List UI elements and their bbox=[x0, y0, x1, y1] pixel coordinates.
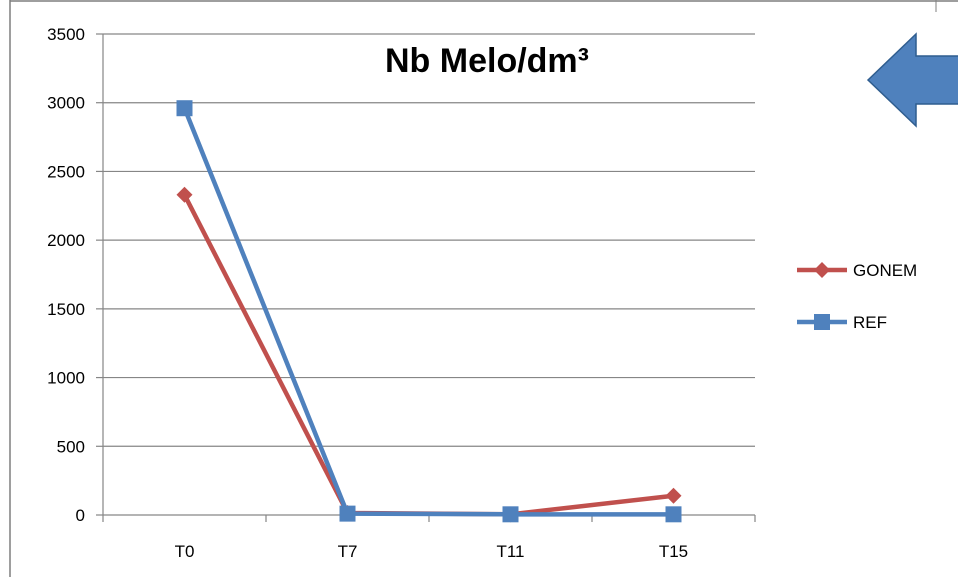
x-tick-label: T11 bbox=[496, 542, 524, 561]
data-point-ref bbox=[339, 505, 356, 522]
left-arrow-icon bbox=[866, 32, 958, 128]
gridlines bbox=[103, 33, 755, 447]
data-point-gonem bbox=[176, 186, 193, 203]
y-tick-label: 500 bbox=[57, 437, 85, 456]
y-tick-label: 2500 bbox=[47, 162, 85, 181]
data-point-ref bbox=[665, 506, 682, 523]
series-line-gonem bbox=[182, 192, 676, 517]
data-point-gonem bbox=[665, 487, 682, 504]
y-tick-label: 3000 bbox=[47, 94, 85, 113]
legend-label-ref: REF bbox=[853, 313, 887, 332]
data-point-ref bbox=[176, 100, 193, 117]
series-group bbox=[176, 100, 682, 523]
series-line-ref bbox=[182, 105, 676, 517]
x-tick-label: T15 bbox=[659, 542, 688, 561]
axes: 0 500 1000 1500 2000 2500 3000 3500 T0 T7 T11 T15 bbox=[47, 25, 756, 561]
chart-title: Nb Melo/dm³ bbox=[385, 42, 589, 80]
y-tick-label: 3500 bbox=[47, 25, 85, 44]
y-tick-label: 1500 bbox=[47, 300, 85, 319]
legend-marker bbox=[814, 262, 830, 278]
legend-marker bbox=[814, 314, 830, 330]
legend-label-gonem: GONEM bbox=[853, 261, 917, 280]
y-tick-label: 1000 bbox=[47, 369, 85, 388]
y-tick-label: 0 bbox=[76, 506, 85, 525]
x-tick-label: T0 bbox=[175, 542, 195, 561]
x-tick-label: T7 bbox=[338, 542, 358, 561]
data-point-ref bbox=[502, 506, 519, 523]
legend: GONEM REF bbox=[797, 261, 917, 332]
y-tick-label: 2000 bbox=[47, 231, 85, 250]
